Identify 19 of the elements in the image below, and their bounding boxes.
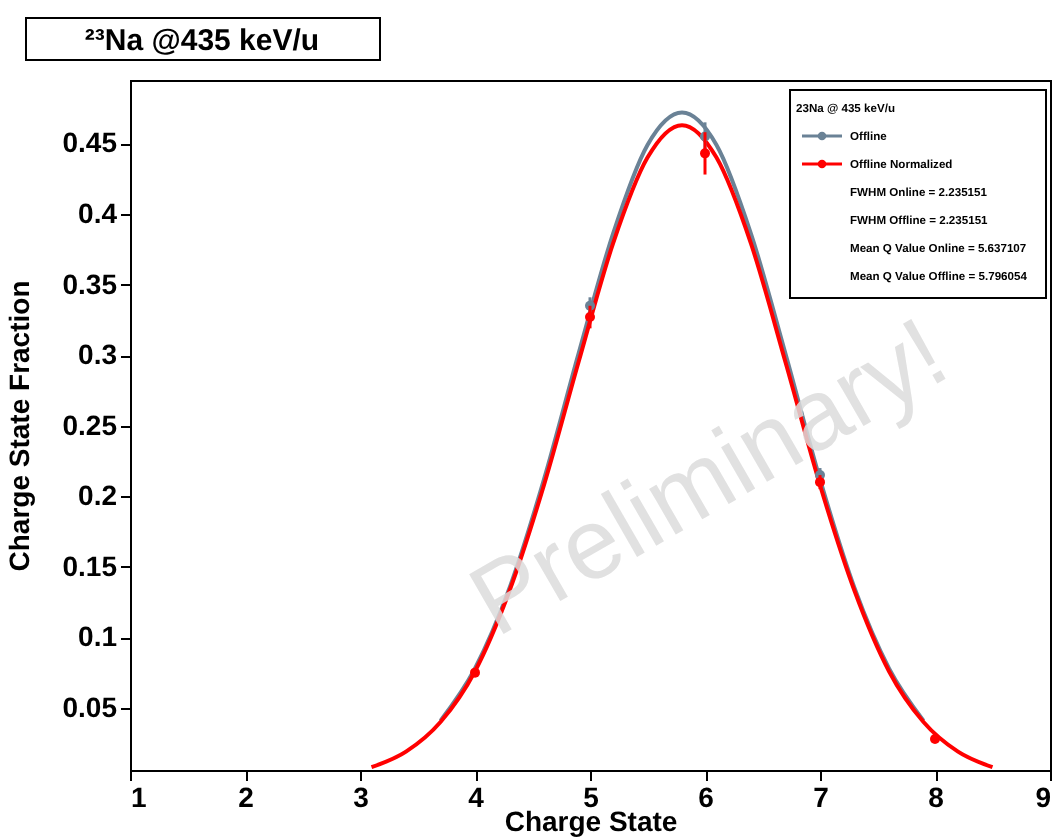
x-tick-label: 8 [928,781,945,813]
y-tick-label: 0.15 [62,549,118,582]
y-tick-label: 0.3 [78,338,118,371]
chart-title: ²³Na @435 keV/u [84,24,320,58]
x-tick-label: 7 [813,781,830,813]
x-tick-label: 1 [131,781,147,813]
y-tick-label: 0.35 [62,267,118,300]
y-tick-label: 0.25 [62,408,118,441]
y-tick-label: 0.4 [78,197,118,230]
x-tick-label: 2 [238,781,255,813]
y-tick-label: 0.05 [62,690,118,723]
x-tick-label: 4 [468,781,485,813]
y-axis-title: Charge State Fraction [3,280,35,572]
y-tick-label: 0.45 [62,126,118,159]
x-tick-label: 6 [698,781,715,813]
x-tick-label: 3 [353,781,370,813]
y-tick-label: 0.2 [78,479,118,512]
x-tick-label: 9 [1035,781,1052,813]
y-tick-label: 0.1 [78,620,118,653]
